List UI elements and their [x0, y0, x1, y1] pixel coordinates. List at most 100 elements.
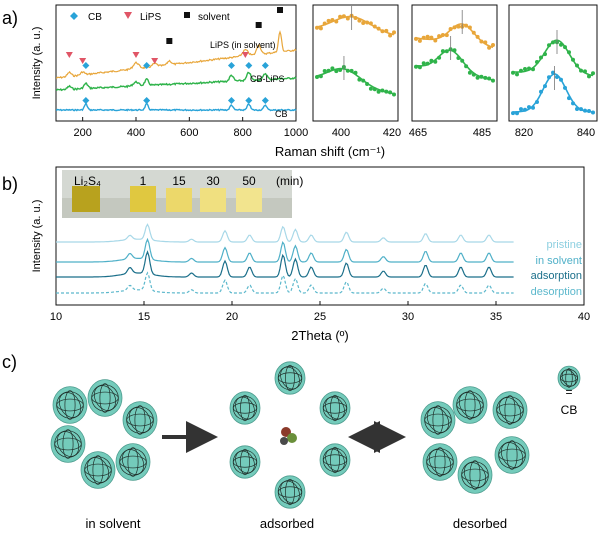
vial-label-1: 1: [140, 174, 147, 188]
cb-peak-marker-low-2: [227, 97, 235, 104]
lips-peak-marker-1: [79, 58, 87, 64]
vial-label-li2s4: Li₂S₄: [74, 174, 101, 188]
cb-legend-equals: =: [565, 385, 572, 399]
xrd-xtick-3: 25: [314, 311, 326, 323]
cb-cage-in-solvent-1: [87, 379, 123, 417]
cb-peak-marker-low-1: [143, 97, 151, 104]
lips-peak-marker-0: [65, 52, 73, 58]
xrd-line-adsorption: [56, 250, 514, 278]
legend-lips-label: LiPS: [140, 12, 161, 23]
cb-peak-marker-low-3: [245, 97, 253, 104]
solvent-peak-marker-0: [166, 38, 173, 44]
series-cb-line: [55, 102, 297, 112]
legend-lips-marker: [124, 12, 132, 19]
cb-legend-label: CB: [561, 403, 578, 417]
raman-main-xtick-1: 400: [127, 127, 145, 139]
solvent-peak-marker-1: [255, 22, 262, 28]
raman-main-frame: [55, 4, 297, 122]
xrd-xticks: 10 15 20 25 30 35 40: [50, 301, 590, 323]
series-lips-line: [56, 30, 297, 79]
legend-cb-label: CB: [88, 12, 102, 23]
zoom1-point-0-6: [326, 18, 331, 23]
xrd-xlabel: 2Theta (º): [291, 328, 349, 343]
zoom-2-xtick-1: 485: [473, 127, 491, 139]
xrd-lines: [56, 223, 514, 294]
cb-cage-in-solvent-4: [80, 451, 116, 489]
zoom1-point-1-32: [376, 89, 381, 94]
raman-peak-markers: [65, 7, 283, 104]
zoom2-fit-0: [415, 23, 494, 49]
state-label-desorbed: desorbed: [453, 516, 507, 531]
raman-zoom-2-chart: 465 485: [409, 4, 498, 139]
cb-cage-adsorbed-5: [319, 443, 351, 477]
panel-label-a: a): [2, 8, 18, 28]
cb-cage-adsorbed-3: [229, 445, 261, 479]
vial-label-15: 15: [172, 174, 186, 188]
zoom1-point-0-2: [318, 26, 323, 31]
zoom-1-xtick-0: 400: [332, 127, 350, 139]
vial-photo-strip: Li₂S₄ 1 15 30 50 (min): [62, 170, 303, 218]
zoom2-point-1-32: [475, 75, 480, 80]
vial-1min: [130, 186, 156, 212]
xrd-xtick-2: 20: [226, 311, 238, 323]
zoom3-fit-1: [512, 73, 594, 113]
zoom-2-frame: [411, 4, 498, 122]
cb-cage-adsorbed-2: [319, 391, 351, 425]
xrd-line-desorption: [56, 271, 514, 294]
xrd-chart: Intensity (a. u.) 10 15 20 25 30 35 40 2Theta …: [31, 166, 590, 343]
raman-zoom-1-chart: 400 420: [312, 4, 401, 139]
zoom3-point-0-6: [523, 67, 527, 71]
cb-cage-in-solvent-0: [52, 386, 88, 424]
series-cb-lips-line: [55, 71, 297, 92]
solvent-peak-marker-2: [277, 7, 283, 13]
raman-main-xtick-0: 200: [73, 127, 91, 139]
cb-peak-marker-0: [82, 62, 90, 69]
zoom1-point-1-28: [368, 86, 373, 91]
zoom-3-frame: [508, 4, 598, 122]
panel-label-b: b): [2, 174, 18, 194]
raman-main-ylabel: Intensity (a. u.): [31, 27, 43, 100]
cb-cage-adsorbed-0: [229, 391, 261, 425]
zoom-1-xtick-1: 420: [383, 127, 401, 139]
cb-cage-desorbed-1: [452, 386, 488, 424]
zoom2-point-0-40: [491, 43, 495, 47]
cb-cage-desorbed-5: [494, 436, 530, 474]
vial-time-unit: (min): [276, 174, 303, 188]
series-cb-label: CB: [275, 109, 288, 119]
vial-50min: [236, 188, 262, 212]
zoom3-point-0-40: [591, 71, 595, 76]
zoom1-fit-0: [316, 15, 395, 36]
raman-main-chart: Intensity (a. u.) 200 400 600 800 1000 Raman…: [31, 4, 385, 159]
cb-cage-desorbed-2: [492, 391, 528, 429]
cb-cage-desorbed-4: [457, 456, 493, 494]
series-cb-lips-label: CB-LiPS: [250, 74, 285, 84]
zoom1-point-0-40: [392, 30, 396, 35]
zoom-3-xtick-1: 840: [577, 127, 595, 139]
zoom-3-data: [511, 30, 595, 116]
cb-peak-marker-2: [227, 62, 235, 69]
zoom3-point-0-2: [515, 72, 519, 77]
xrd-xtick-4: 30: [402, 311, 414, 323]
xrd-line-pristine: [56, 223, 514, 243]
raman-zoom-3-chart: 820 840: [508, 4, 598, 139]
li2s4-molecule: [280, 427, 297, 445]
legend-solvent-marker: [184, 12, 190, 18]
vial-30min: [200, 188, 226, 212]
cb-cage-in-solvent-3: [50, 425, 86, 463]
schematic: in solvent adsorbed desorbed = CB: [50, 361, 581, 531]
cb-legend-cage: [557, 365, 581, 391]
panel-label-c: c): [2, 352, 17, 372]
zoom-1-data: [315, 6, 396, 97]
cb-cage-in-solvent-5: [115, 443, 151, 481]
lips-peak-marker-4: [241, 52, 249, 58]
lips-peak-marker-2: [132, 52, 140, 58]
xrd-line-in-solvent: [56, 237, 514, 263]
zoom-2-xtick-0: 465: [409, 127, 427, 139]
vial-label-30: 30: [206, 174, 220, 188]
raman-main-xlabel: Raman shift (cm⁻¹): [275, 144, 385, 159]
raman-main-xtick-3: 800: [233, 127, 251, 139]
xrd-label-desorption: desorption: [531, 286, 582, 298]
zoom2-point-0-6: [425, 34, 430, 39]
cb-cage-desorbed-0: [420, 401, 456, 439]
